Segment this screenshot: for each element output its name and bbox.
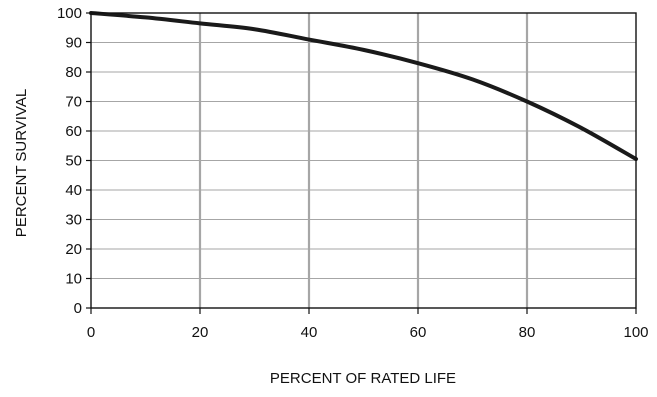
label-layer: 0 10 20 30 40 50 60 70 80 90 100 0 20 40 60 80 100 (57, 5, 649, 341)
tick-layer (86, 13, 636, 314)
x-tick-label-20: 20 (192, 324, 209, 341)
x-tick-label-100: 100 (623, 324, 648, 341)
y-tick-label-0: 0 (74, 300, 82, 317)
y-tick-label-40: 40 (65, 182, 82, 199)
x-tick-label-0: 0 (87, 324, 95, 341)
y-tick-label-10: 10 (65, 271, 82, 288)
y-tick-label-80: 80 (65, 64, 82, 81)
y-tick-label-100: 100 (57, 5, 82, 22)
y-tick-label-90: 90 (65, 35, 82, 52)
series-layer (91, 13, 636, 159)
survival-curve-line (91, 13, 636, 159)
grid-layer (91, 13, 636, 308)
x-tick-label-40: 40 (301, 324, 318, 341)
y-tick-label-30: 30 (65, 212, 82, 229)
y-tick-label-70: 70 (65, 94, 82, 111)
x-tick-label-60: 60 (410, 324, 427, 341)
y-tick-label-60: 60 (65, 123, 82, 140)
y-axis-title: PERCENT SURVIVAL (13, 89, 30, 237)
x-tick-label-80: 80 (519, 324, 536, 341)
y-tick-label-20: 20 (65, 241, 82, 258)
x-axis-title: PERCENT OF RATED LIFE (270, 370, 456, 387)
y-tick-label-50: 50 (65, 153, 82, 170)
